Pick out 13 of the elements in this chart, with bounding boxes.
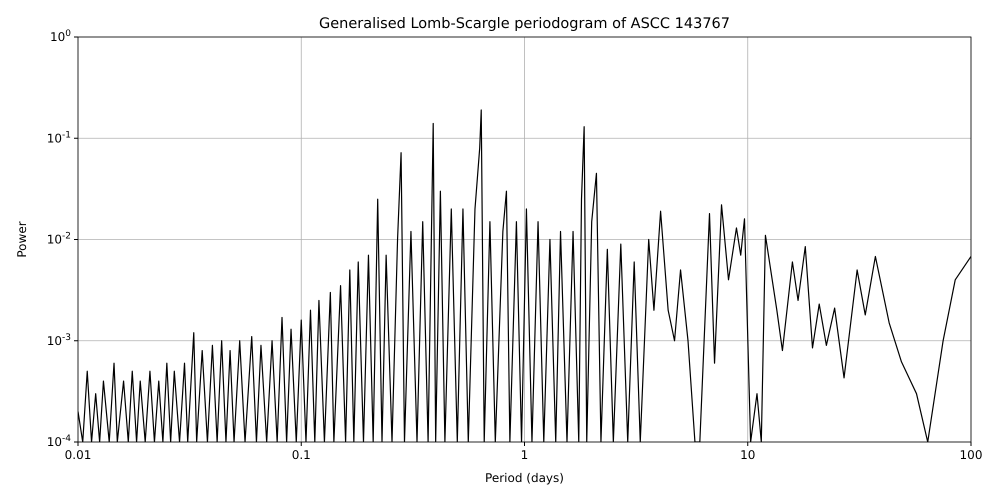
y-tick-label: 10$^{-1}$: [46, 130, 71, 146]
y-tick-label: 10$^{-4}$: [46, 434, 72, 449]
x-axis-title: Period (days): [485, 471, 564, 485]
y-axis-title: Power: [15, 221, 29, 258]
y-tick-label: 10$^{-3}$: [46, 332, 71, 348]
y-tick-label: 10$^{-2}$: [46, 232, 71, 246]
y-tick-label: 10$^{0}$: [50, 29, 72, 44]
chart-title: Generalised Lomb-Scargle periodogram of ASCC 143767: [318, 16, 730, 32]
x-tick-label: 1: [520, 448, 528, 462]
x-tick-label: 0.1: [292, 448, 311, 462]
x-tick-label: 0.01: [64, 448, 92, 462]
x-tick-label: 10: [740, 448, 756, 462]
x-tick-label: 100: [960, 448, 982, 462]
